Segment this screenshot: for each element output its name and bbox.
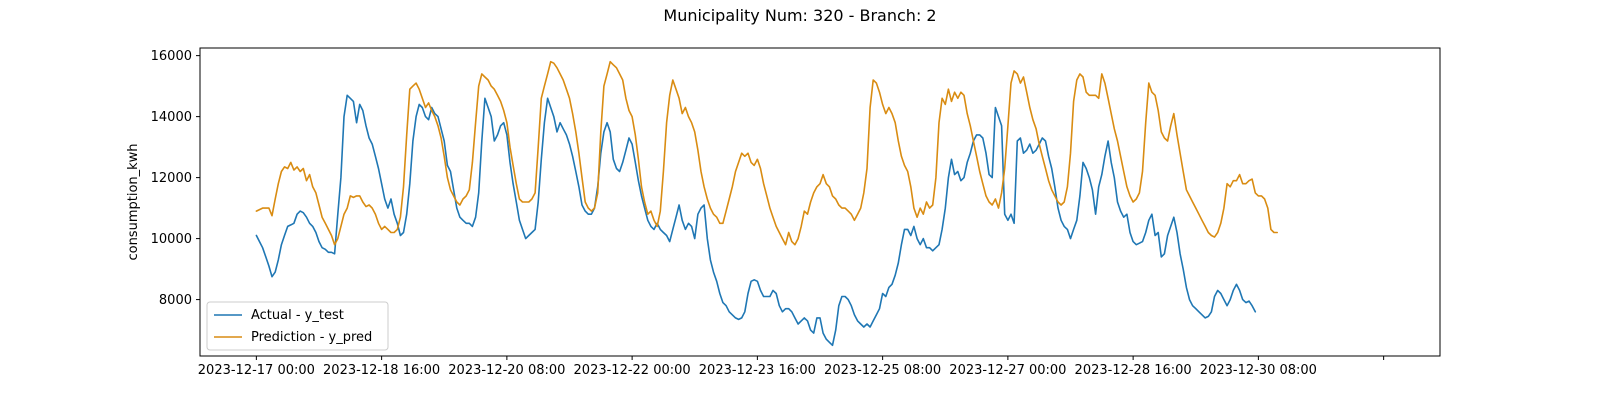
series-layer (255, 60, 1278, 347)
x-tick-label: 2023-12-27 00:00 (949, 363, 1066, 378)
y-tick-label: 8000 (159, 293, 192, 308)
y-tick-label: 10000 (151, 232, 192, 247)
legend-label-actual: Actual - y_test (251, 308, 344, 323)
chart-title: Municipality Num: 320 - Branch: 2 (663, 6, 936, 25)
x-tick-label: 2023-12-28 16:00 (1075, 363, 1192, 378)
x-tick-label: 2023-12-25 08:00 (824, 363, 941, 378)
y-axis-label: consumption_kwh (126, 143, 141, 260)
x-tick-label: 2023-12-20 08:00 (448, 363, 565, 378)
x-tick-label: 2023-12-22 00:00 (574, 363, 691, 378)
x-axis: 2023-12-17 00:00 2023-12-18 16:00 2023-12-… (198, 356, 1385, 378)
y-tick-label: 14000 (151, 110, 192, 125)
legend-frame (206, 301, 389, 351)
legend-label-prediction: Prediction - y_pred (251, 330, 372, 345)
x-tick-label: 2023-12-23 16:00 (699, 363, 816, 378)
y-axis: 8000 10000 12000 14000 16000 (151, 49, 200, 308)
x-tick-label: 2023-12-17 00:00 (198, 363, 315, 378)
legend: Actual - y_test Prediction - y_pred (206, 301, 389, 351)
x-tick-label: 2023-12-18 16:00 (323, 363, 440, 378)
y-tick-label: 12000 (151, 171, 192, 186)
series-line-prediction (255, 60, 1278, 246)
y-tick-label: 16000 (151, 49, 192, 64)
series-line-actual (255, 94, 1257, 347)
x-tick-label: 2023-12-30 08:00 (1200, 363, 1317, 378)
plot-area (199, 47, 1441, 357)
